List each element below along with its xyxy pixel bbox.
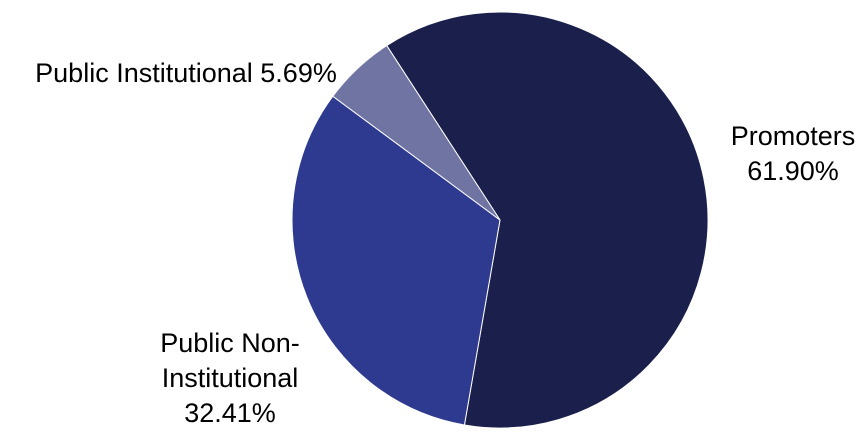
data-label-promoters: Promoters 61.90% bbox=[731, 121, 856, 186]
pie-slice-public-non-institutional bbox=[291, 95, 501, 426]
pie-slice-promoters bbox=[386, 11, 709, 429]
data-label-line: Public Non- bbox=[160, 328, 300, 358]
data-label-line: 61.90% bbox=[747, 156, 839, 186]
data-label-public-institutional: Public Institutional 5.69% bbox=[35, 58, 337, 88]
pie-slices bbox=[291, 11, 709, 429]
data-label-line: 32.41% bbox=[184, 398, 276, 428]
data-label-line: Promoters bbox=[731, 121, 856, 151]
data-label-line: Public Institutional 5.69% bbox=[35, 58, 337, 88]
data-label-line: Institutional bbox=[162, 363, 299, 393]
pie-labels: Promoters 61.90% Public Non- Institutional 3… bbox=[35, 58, 855, 428]
data-label-public-non-institutional: Public Non- Institutional 32.41% bbox=[160, 328, 300, 428]
pie-slice-public-institutional bbox=[332, 44, 501, 221]
